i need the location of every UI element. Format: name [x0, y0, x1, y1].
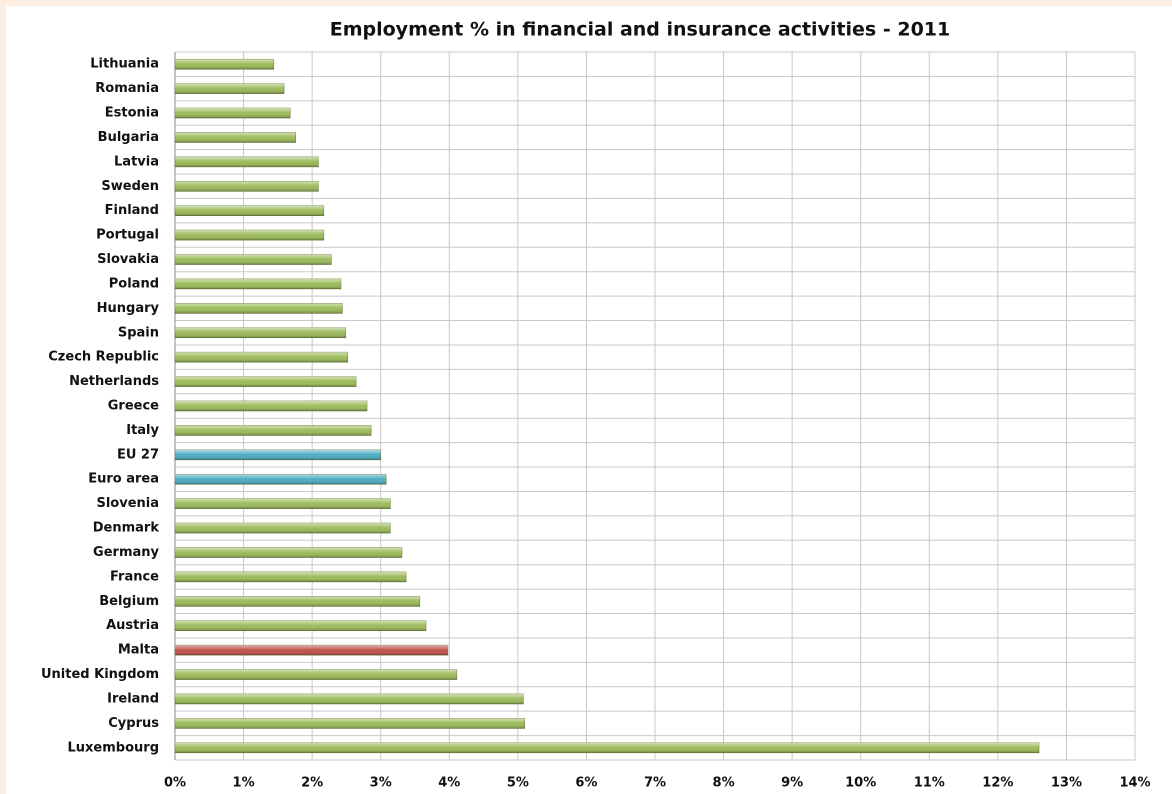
- y-tick-label: Slovenia: [96, 496, 159, 511]
- bar-shade: [175, 742, 1039, 753]
- y-tick-label: Belgium: [99, 594, 159, 609]
- bar-shade: [175, 498, 391, 509]
- y-tick-label: Ireland: [107, 691, 159, 706]
- x-tick-label: 8%: [713, 776, 735, 791]
- y-tick-label: Euro area: [88, 472, 159, 487]
- y-tick-label: Netherlands: [69, 374, 159, 389]
- y-tick-label: Greece: [108, 399, 159, 414]
- y-tick-label: Latvia: [114, 154, 159, 169]
- x-tick-label: 6%: [575, 776, 597, 791]
- y-tick-label: Malta: [118, 643, 159, 658]
- bar-shade: [175, 108, 291, 119]
- bar-shade: [175, 327, 346, 338]
- y-tick-label: Slovakia: [97, 252, 159, 267]
- y-tick-label: France: [110, 569, 159, 584]
- bar-shade: [175, 376, 357, 387]
- y-tick-label: Estonia: [105, 106, 159, 121]
- bar-shade: [175, 449, 381, 460]
- y-tick-label: Poland: [109, 276, 159, 291]
- bar-shade: [175, 523, 391, 534]
- x-tick-label: 3%: [370, 776, 392, 791]
- y-tick-label: Finland: [105, 203, 159, 218]
- x-tick-label: 12%: [982, 776, 1013, 791]
- bar-shade: [175, 352, 348, 363]
- y-tick-label: Romania: [95, 81, 159, 96]
- x-tick-label: 1%: [233, 776, 255, 791]
- y-tick-label: Sweden: [101, 179, 159, 194]
- x-tick-label: 5%: [507, 776, 529, 791]
- y-tick-label: Portugal: [96, 228, 159, 243]
- y-tick-label: Cyprus: [108, 716, 159, 731]
- chart-title: Employment % in financial and insurance …: [330, 19, 951, 41]
- bar-shade: [175, 83, 285, 94]
- bar-shade: [175, 596, 420, 607]
- bar-shade: [175, 669, 457, 680]
- x-tick-label: 9%: [781, 776, 803, 791]
- bar-shade: [175, 718, 525, 729]
- bar-shade: [175, 303, 343, 314]
- x-tick-label: 13%: [1051, 776, 1082, 791]
- y-tick-label: Czech Republic: [48, 350, 159, 365]
- y-tick-label: Denmark: [93, 521, 160, 536]
- y-tick-label: Germany: [93, 545, 159, 560]
- bar-shade: [175, 474, 387, 485]
- bar-shade: [175, 205, 324, 216]
- y-tick-label: Luxembourg: [68, 740, 160, 755]
- x-tick-label: 0%: [164, 776, 186, 791]
- x-tick-label: 2%: [301, 776, 323, 791]
- bar-shade: [175, 59, 274, 70]
- bar-shade: [175, 181, 319, 192]
- bar-shade: [175, 132, 296, 143]
- bar-shade: [175, 278, 341, 289]
- y-tick-label: Lithuania: [90, 57, 159, 72]
- y-tick-label: Hungary: [97, 301, 160, 316]
- y-tick-label: Bulgaria: [98, 130, 159, 145]
- bar-shade: [175, 254, 332, 265]
- y-tick-label: United Kingdom: [41, 667, 159, 682]
- bar-shade: [175, 620, 426, 631]
- x-tick-label: 4%: [438, 776, 460, 791]
- y-tick-label: Austria: [106, 618, 159, 633]
- x-tick-label: 11%: [914, 776, 945, 791]
- y-tick-label: Spain: [118, 325, 159, 340]
- bar-shade: [175, 230, 324, 241]
- bar-shade: [175, 156, 319, 167]
- bar-shade: [175, 547, 402, 558]
- bar-shade: [175, 645, 448, 656]
- bar-shade: [175, 425, 372, 436]
- x-tick-label: 10%: [845, 776, 876, 791]
- bar-shade: [175, 693, 524, 704]
- bar-shade: [175, 401, 367, 411]
- x-tick-label: 7%: [644, 776, 666, 791]
- bar-shade: [175, 571, 407, 582]
- x-tick-label: 14%: [1119, 776, 1150, 791]
- y-tick-label: Italy: [126, 423, 159, 438]
- y-tick-label: EU 27: [117, 447, 159, 462]
